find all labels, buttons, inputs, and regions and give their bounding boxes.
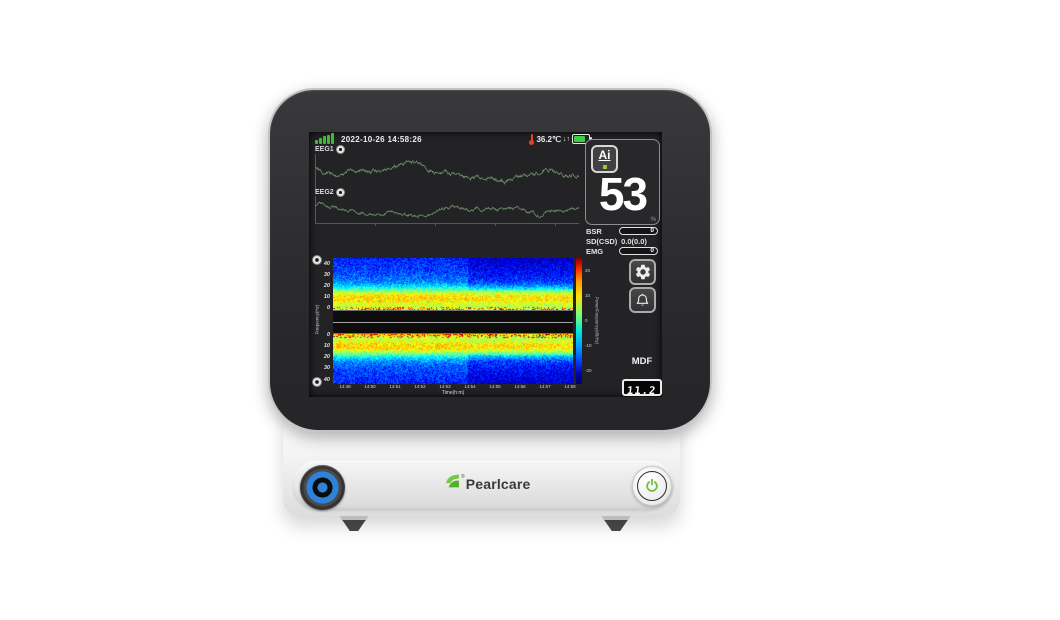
index-unit: % (650, 217, 656, 223)
spectrogram-clock-icon-top (312, 255, 322, 265)
eeg1-label-row: EEG1 (315, 145, 345, 154)
colorbar-tick: -20 (585, 368, 592, 374)
colorbar-label: Power/Frequency(dB/Hz) (594, 296, 600, 344)
spectrogram-gap (333, 310, 573, 334)
status-right-cluster: 36.2℃ ↓↑ (529, 133, 592, 145)
bell-icon (636, 293, 649, 306)
freq-tick-bottom: 30 (323, 365, 330, 372)
eeg1-badge-icon (335, 145, 345, 154)
freq-tick-top: 10 (323, 293, 330, 300)
emg-value: 0 (650, 247, 654, 254)
eeg2-waveform-canvas (315, 196, 579, 222)
ai-button[interactable]: Ai (591, 145, 618, 173)
signal-bar (331, 133, 334, 144)
thermo-bulb (529, 139, 535, 145)
temp-trend-arrows: ↓↑ (563, 135, 570, 143)
signal-bars-icon (315, 133, 335, 144)
axis-tick (375, 223, 376, 226)
colorbar-tick: 0 (585, 318, 588, 323)
foot-tip (342, 520, 366, 531)
eeg1-waveform-canvas (315, 154, 579, 188)
bsr-value: 0 (650, 227, 654, 234)
time-tick: 14:51 (389, 384, 401, 389)
front-panel: ® Pearlcare (293, 461, 673, 510)
emg-bar: 0 (619, 247, 658, 255)
axis-tick (555, 223, 556, 226)
freq-tick-top: 30 (323, 271, 330, 278)
freq-tick-bottom: 40 (323, 376, 330, 383)
alarm-button[interactable] (629, 287, 656, 313)
sd-value: 0.0(0.0) (621, 237, 647, 246)
status-bar: 2022-10-26 14:58:26 36.2℃ ↓↑ (315, 132, 656, 145)
spectrogram-clock-icon-bottom (312, 377, 322, 387)
sd-label: SD(CSD) (586, 237, 618, 246)
bsr-label: BSR (586, 227, 602, 236)
signal-bar (319, 138, 322, 144)
screen: 2022-10-26 14:58:26 36.2℃ ↓↑ EEG1 (309, 132, 662, 397)
foot-tip (604, 520, 628, 531)
mdf-value: 11.2 (626, 385, 658, 397)
eeg1-label: EEG1 (315, 146, 334, 153)
gap-midline (333, 322, 573, 323)
signal-bar (327, 135, 330, 144)
settings-button[interactable] (629, 259, 656, 285)
brand-logo: ® Pearlcare (445, 473, 531, 495)
eeg2-label: EEG2 (315, 189, 334, 196)
trademark-symbol: ® (461, 474, 465, 480)
power-icon (646, 478, 658, 492)
power-colorbar (576, 258, 582, 384)
time-tick: 14:56 (514, 384, 526, 389)
signal-bar (315, 140, 318, 144)
colorbar-tick: 10 (585, 292, 591, 298)
time-tick: 14:52 (414, 384, 426, 389)
sensor-connector-port[interactable] (300, 465, 345, 510)
time-tick: 14:58 (564, 384, 576, 389)
emg-label: EMG (586, 247, 604, 256)
freq-tick-bottom: 20 (323, 354, 330, 361)
depth-index-panel: Ai 53 % (585, 139, 660, 225)
frequency-axis-label: Frequency(Hz) (314, 304, 320, 335)
ai-status-dot (602, 165, 607, 169)
spectrogram-canvas-top (333, 258, 573, 310)
freq-tick-top: 0 (326, 305, 330, 311)
eeg2-baseline (315, 223, 579, 224)
ai-button-label: Ai (598, 148, 611, 162)
freq-tick-top: 20 (323, 282, 330, 289)
battery-fill (574, 136, 585, 142)
base-unit: ® Pearlcare (283, 420, 680, 516)
freq-tick-bottom: 10 (323, 343, 330, 350)
colorbar-tick: -10 (585, 343, 592, 349)
colorbar-tick: 20 (585, 267, 591, 273)
time-tick: 14:55 (489, 384, 501, 389)
bsr-bar: 0 (619, 227, 658, 235)
spectrogram-canvas-bottom (333, 334, 573, 384)
time-axis-label: Time(h:m) (441, 390, 465, 396)
axis-tick (435, 223, 436, 226)
time-tick: 14:54 (464, 384, 476, 389)
power-button[interactable] (632, 466, 672, 506)
axis-tick (495, 223, 496, 226)
leaf-logo-icon (446, 474, 459, 488)
freq-tick-bottom: 0 (326, 332, 330, 338)
depth-index-value: 53 (598, 168, 648, 220)
gear-icon (635, 264, 650, 280)
freq-tick-top: 40 (323, 260, 330, 267)
brand-name: Pearlcare (465, 476, 531, 492)
temperature-text: 36.2℃ (536, 134, 561, 144)
time-tick: 14:57 (539, 384, 551, 389)
thermo-stem (530, 133, 534, 141)
time-tick: 14:50 (364, 384, 376, 389)
time-tick: 14:53 (439, 384, 451, 389)
thermometer-icon (529, 133, 535, 145)
time-tick: 14:49 (339, 384, 351, 389)
mdf-display: 11.2 (622, 379, 662, 397)
power-button-ring (637, 471, 667, 501)
datetime-text: 2022-10-26 14:58:26 (341, 134, 422, 144)
mdf-label: MDF (631, 356, 653, 367)
signal-bar (323, 136, 326, 144)
monitor-bezel: 2022-10-26 14:58:26 36.2℃ ↓↑ EEG1 (268, 88, 712, 432)
